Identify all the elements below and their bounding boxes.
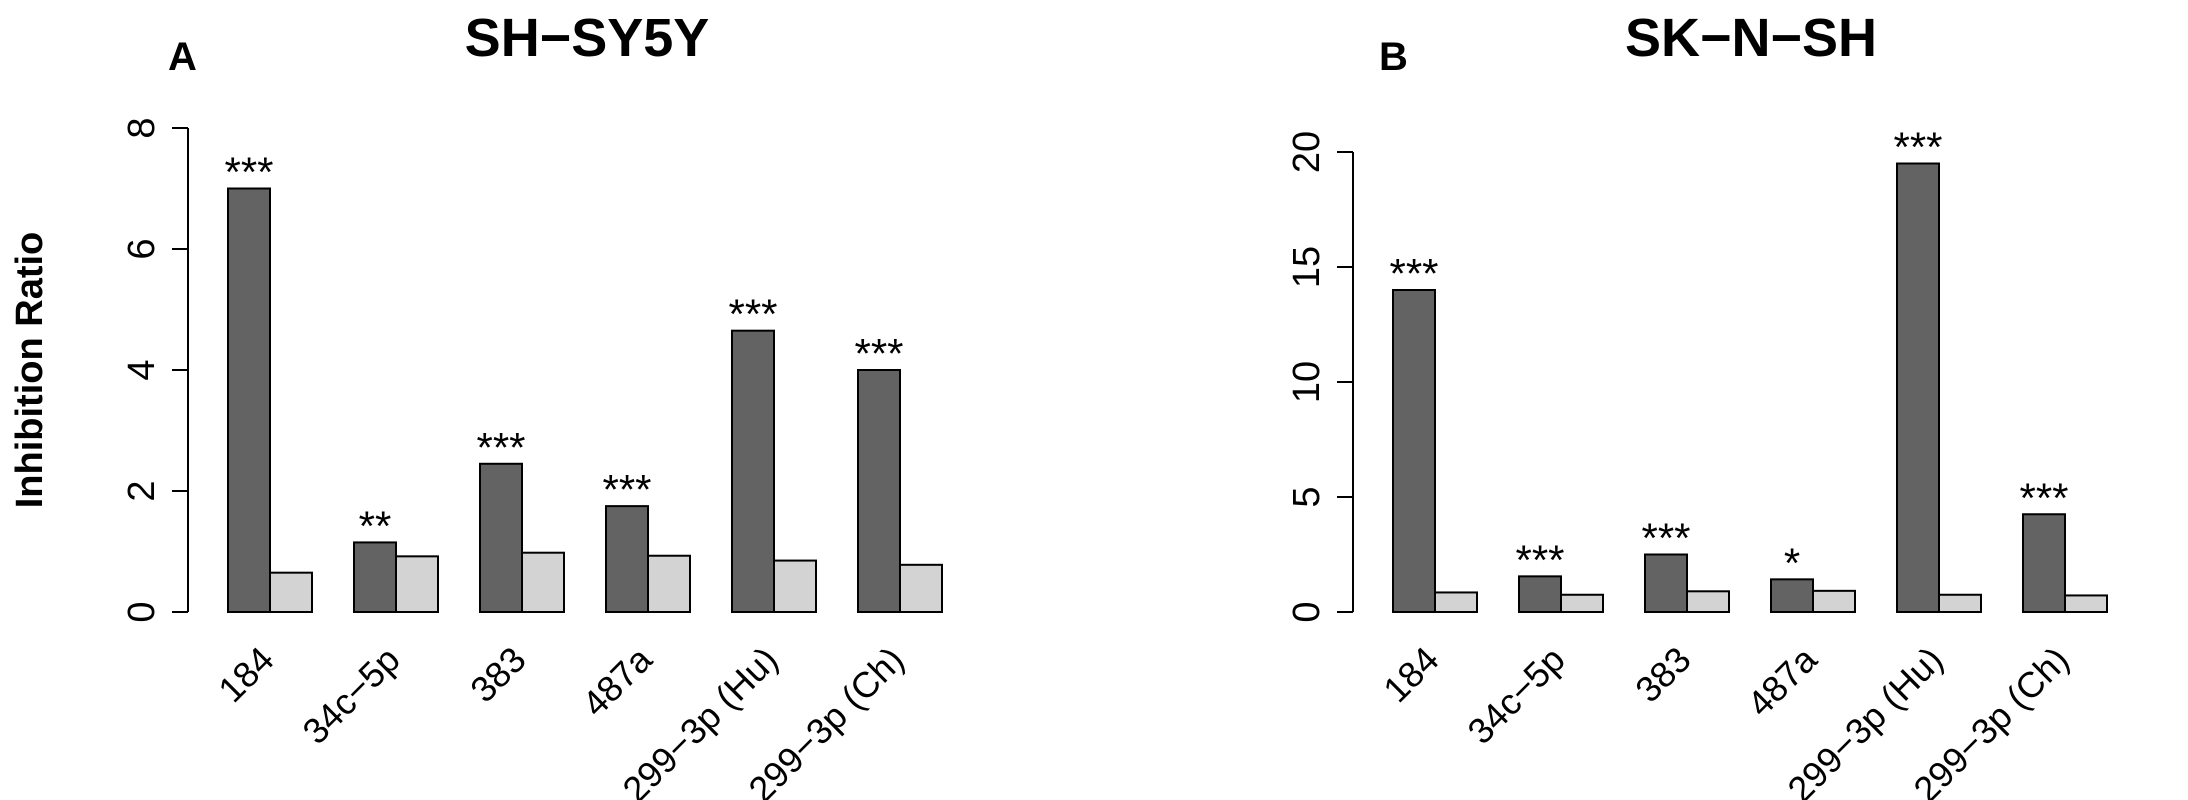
bar-control bbox=[1434, 591, 1478, 614]
bar-treated bbox=[227, 187, 271, 613]
significance-label: *** bbox=[2019, 474, 2068, 521]
significance-label: * bbox=[1784, 539, 1800, 586]
bar-treated bbox=[1644, 553, 1688, 613]
bar-control bbox=[1560, 593, 1604, 613]
y-tick-label: 5 bbox=[1286, 486, 1328, 507]
bar-control bbox=[647, 554, 691, 613]
panel-b: B SK−N−SH 0 5 10 15 20 *** 184 *** 34c−5p *** 383 * 48… bbox=[1286, 8, 2108, 800]
y-tick-label: 0 bbox=[121, 601, 163, 622]
chart-title: SK−N−SH bbox=[1625, 8, 1877, 68]
y-tick-label: 0 bbox=[1286, 601, 1328, 622]
x-tick-label: 383 bbox=[1627, 639, 1698, 710]
y-tick-label: 10 bbox=[1286, 361, 1328, 403]
bar-control bbox=[773, 559, 817, 614]
significance-label: *** bbox=[224, 149, 273, 196]
bar-control bbox=[1938, 593, 1982, 613]
bar-treated bbox=[1392, 289, 1436, 613]
bar-control bbox=[2064, 594, 2108, 614]
significance-label: ** bbox=[359, 502, 392, 549]
panel-a: A SH−SY5Y Inhibition Ratio 0 2 4 6 8 *** 184 ** 34c… bbox=[9, 8, 943, 800]
significance-label: *** bbox=[476, 424, 525, 471]
panel-letter: A bbox=[168, 35, 197, 79]
significance-label: *** bbox=[1893, 124, 1942, 171]
significance-label: *** bbox=[602, 466, 651, 513]
x-tick-label: 34c−5p bbox=[1459, 639, 1572, 752]
bar-treated bbox=[479, 462, 523, 613]
panel-letter: B bbox=[1379, 35, 1408, 79]
bar-control bbox=[521, 551, 565, 614]
x-tick-label: 487a bbox=[1739, 638, 1825, 724]
x-tick-label: 184 bbox=[1375, 639, 1446, 710]
significance-label: *** bbox=[728, 291, 777, 338]
y-axis-label: Inhibition Ratio bbox=[9, 232, 51, 509]
bar-treated bbox=[1896, 162, 1940, 613]
y-tick-label: 20 bbox=[1286, 131, 1328, 173]
significance-label: *** bbox=[854, 330, 903, 377]
bar-treated bbox=[2022, 513, 2066, 613]
x-tick-label: 184 bbox=[210, 639, 281, 710]
chart-title: SH−SY5Y bbox=[465, 8, 710, 68]
y-tick-label: 4 bbox=[121, 359, 163, 380]
bar-control bbox=[395, 555, 439, 614]
bar-control bbox=[269, 571, 313, 613]
bar-control bbox=[899, 563, 943, 613]
x-tick-label: 383 bbox=[462, 639, 533, 710]
significance-label: *** bbox=[1515, 536, 1564, 583]
y-tick-label: 8 bbox=[121, 117, 163, 138]
y-tick-label: 2 bbox=[121, 480, 163, 501]
y-tick-label: 15 bbox=[1286, 246, 1328, 288]
significance-label: *** bbox=[1641, 515, 1690, 562]
bar-treated bbox=[731, 329, 775, 613]
x-tick-label: 34c−5p bbox=[294, 639, 407, 752]
bar-treated bbox=[605, 505, 649, 613]
bar-treated bbox=[857, 369, 901, 613]
bar-control bbox=[1686, 590, 1730, 613]
bar-treated bbox=[1770, 578, 1814, 614]
y-tick-label: 6 bbox=[121, 238, 163, 259]
x-tick-label: 487a bbox=[574, 638, 660, 724]
significance-label: *** bbox=[1389, 250, 1438, 297]
bar-treated bbox=[353, 541, 397, 613]
bar-control bbox=[1812, 589, 1856, 614]
